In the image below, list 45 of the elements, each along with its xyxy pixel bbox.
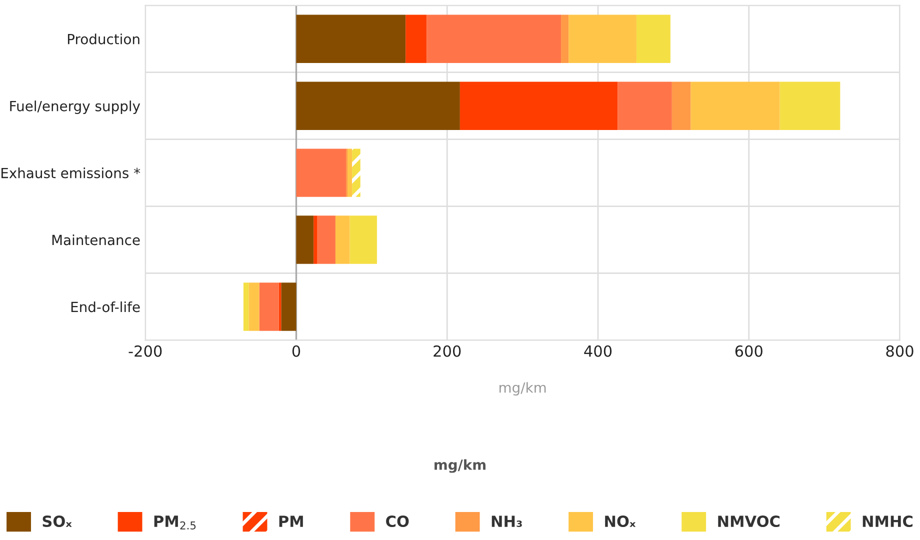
bar (352, 148, 360, 197)
y-tick-label: Production (68, 34, 140, 44)
bar (780, 82, 840, 130)
bar (561, 14, 569, 63)
bar (618, 82, 672, 130)
legend-label: NMVOC (718, 516, 780, 528)
y-tick-label: Fuel/energy supply (10, 100, 140, 114)
bar (690, 82, 780, 130)
text: mg/km (434, 459, 486, 473)
legend-label: NH₃ (492, 516, 522, 528)
y-tick-label: End-of-life (71, 301, 140, 312)
bar (348, 148, 352, 197)
y-tick-label: Exhaust emissions * (2, 168, 140, 178)
x-tick-label: -200 (128, 345, 162, 357)
legend-label: NMHC (862, 516, 912, 528)
bar (248, 282, 260, 331)
x-tick-label: 0 (292, 345, 300, 357)
x-tick-label: 400 (584, 345, 612, 357)
bar (296, 82, 460, 130)
bar (243, 282, 249, 331)
x-tick-label: 200 (434, 345, 461, 357)
x-tick-label: 600 (735, 345, 762, 357)
bar (296, 14, 406, 63)
bar (672, 82, 691, 130)
bar (314, 216, 318, 264)
bar (335, 216, 350, 264)
x-axis-title: mg/km (500, 382, 546, 396)
bar (296, 148, 346, 197)
legend-label: PM (279, 516, 303, 527)
legend-label: PM$_{2.5}$ (154, 516, 196, 530)
bar (317, 216, 336, 264)
y-tick-label: Maintenance (52, 234, 140, 246)
bar (460, 82, 618, 130)
bar (350, 216, 377, 264)
legend-label: NOₓ (605, 516, 636, 528)
bar (568, 14, 636, 63)
bar (426, 14, 562, 63)
legend-label: SOₓ (42, 516, 72, 528)
x-tick-label: 800 (886, 345, 914, 357)
legend-label: CO (386, 516, 409, 528)
bar (636, 14, 670, 63)
bar (296, 216, 314, 264)
bar (406, 14, 427, 63)
bar (281, 282, 296, 331)
bar (259, 282, 279, 331)
